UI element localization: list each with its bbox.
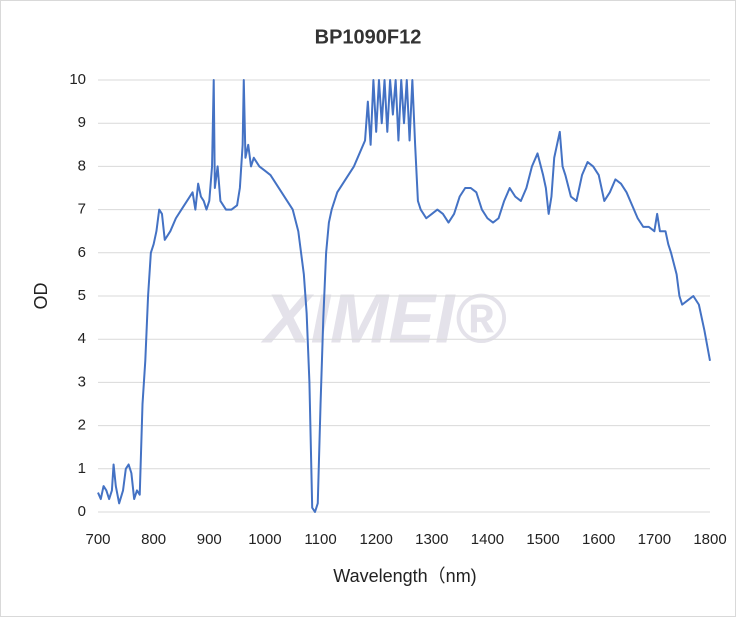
x-tick-label: 900 [197,531,222,548]
y-tick-label: 6 [78,244,86,261]
y-tick-label: 9 [78,114,86,131]
x-tick-label: 1600 [582,531,615,548]
y-tick-label: 2 [78,417,86,434]
watermark: XIMEI® [260,279,507,357]
y-tick-label: 3 [78,373,86,390]
x-tick-label: 700 [85,531,110,548]
x-tick-label: 1200 [359,531,392,548]
y-tick-label: 1 [78,460,86,477]
x-tick-label: 1500 [526,531,559,548]
x-tick-label: 1100 [304,531,336,548]
x-axis-label: Wavelength（nm) [333,566,476,586]
y-tick-label: 7 [78,201,86,218]
y-tick-label: 4 [78,330,86,347]
x-tick-label: 1400 [471,531,504,548]
chart-title: BP1090F12 [315,26,422,48]
y-tick-label: 0 [78,503,86,520]
y-axis-label: OD [31,282,51,309]
y-tick-label: 5 [78,287,86,304]
y-tick-label: 10 [69,71,86,88]
x-tick-label: 1300 [415,531,448,548]
x-tick-label: 1000 [248,531,281,548]
x-tick-label: 800 [141,531,166,548]
x-tick-label: 1700 [638,531,671,548]
y-tick-label: 8 [78,157,86,174]
x-tick-label: 1800 [693,531,726,548]
data-line [97,79,711,513]
